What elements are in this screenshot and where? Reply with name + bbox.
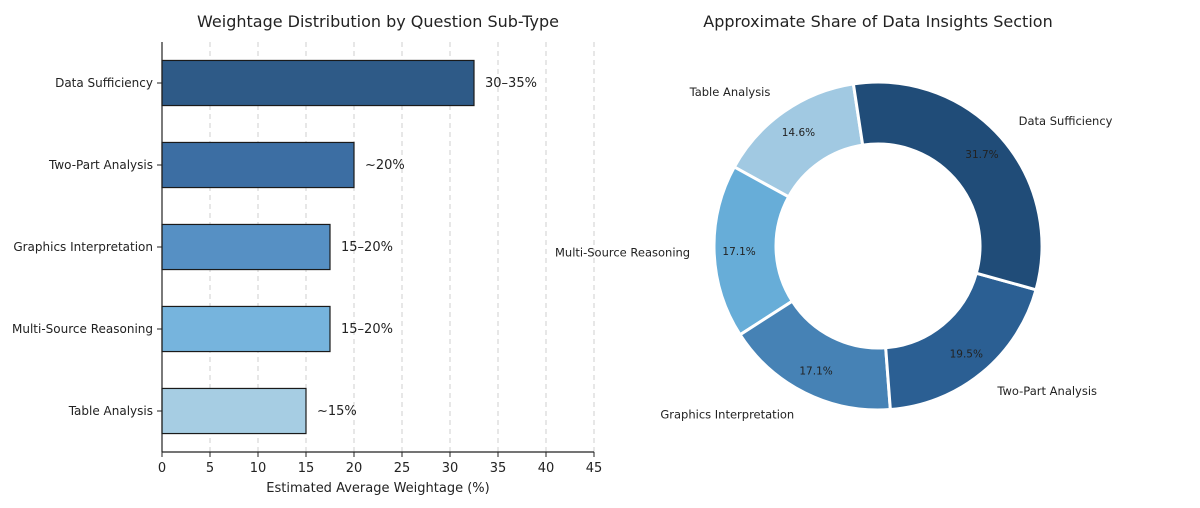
bar [161, 59, 475, 107]
bar-x-tick-label: 30 [442, 461, 459, 476]
bar-chart: Weightage Distribution by Question Sub-T… [12, 12, 602, 496]
bar [161, 305, 331, 353]
bar-data-label: ~15% [317, 404, 357, 419]
donut-slice-percent: 19.5% [950, 348, 983, 360]
bar-category-label: Graphics Interpretation [13, 240, 153, 254]
bar-x-tick-label: 35 [490, 461, 507, 476]
donut-slice-label: Table Analysis [689, 85, 771, 99]
donut-slice-label: Data Sufficiency [1019, 114, 1113, 128]
bar-category-label: Table Analysis [68, 404, 153, 418]
donut-slice-percent: 17.1% [799, 365, 832, 377]
bar-x-tick-label: 10 [250, 461, 267, 476]
bar-data-label: 15–20% [341, 322, 393, 337]
bar-marks: 30–35% ~20% 15–20% 15–20% ~15% [161, 59, 537, 435]
donut-chart: Approximate Share of Data Insights Secti… [555, 12, 1113, 421]
donut-marks: 14.6% Table Analysis 17.1% Multi-Source Rea… [555, 80, 1113, 421]
bar [161, 387, 307, 435]
bar-x-axis-label: Estimated Average Weightage (%) [266, 481, 489, 496]
donut-slice-label: Two-Part Analysis [996, 384, 1097, 398]
donut-slice-label: Graphics Interpretation [660, 407, 794, 421]
donut-chart-title: Approximate Share of Data Insights Secti… [703, 12, 1052, 31]
bar-x-tick-label: 40 [538, 461, 555, 476]
bar-category-label: Multi-Source Reasoning [12, 322, 153, 336]
donut-slice-percent: 17.1% [722, 246, 755, 258]
bar [161, 141, 355, 189]
donut-slice-percent: 14.6% [782, 127, 815, 139]
donut-slice-percent: 31.7% [965, 149, 998, 161]
bar-axes: 0 5 10 15 20 25 30 35 40 45 Data Sufficiency Two-Pa… [12, 42, 602, 476]
donut-slice-label: Multi-Source Reasoning [555, 245, 690, 259]
bar-x-tick-label: 45 [586, 461, 603, 476]
bar-x-tick-label: 0 [158, 461, 166, 476]
bar-x-tick-label: 5 [206, 461, 214, 476]
bar-data-label: ~20% [365, 158, 405, 173]
bar-x-tick-label: 15 [298, 461, 315, 476]
bar-chart-title: Weightage Distribution by Question Sub-T… [197, 12, 559, 31]
bar-data-label: 30–35% [485, 76, 537, 91]
bar-x-tick-label: 25 [394, 461, 411, 476]
bar [161, 223, 331, 271]
bar-x-tick-label: 20 [346, 461, 363, 476]
donut-slice [851, 80, 1044, 292]
bar-data-label: 15–20% [341, 240, 393, 255]
bar-category-label: Two-Part Analysis [48, 158, 153, 172]
bar-category-label: Data Sufficiency [55, 76, 153, 90]
